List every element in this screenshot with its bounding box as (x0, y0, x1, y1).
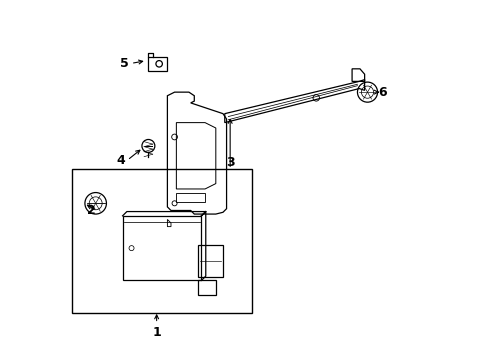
Text: 1: 1 (152, 326, 161, 339)
Bar (198, 244, 223, 277)
Bar (72, 169, 251, 313)
Text: 5: 5 (120, 57, 128, 70)
Text: 6: 6 (378, 86, 386, 99)
Text: 4: 4 (116, 154, 125, 167)
Bar (147, 57, 167, 71)
Bar (198, 280, 215, 295)
Text: 2: 2 (86, 204, 95, 217)
Bar (122, 216, 201, 280)
Text: 3: 3 (225, 156, 234, 168)
